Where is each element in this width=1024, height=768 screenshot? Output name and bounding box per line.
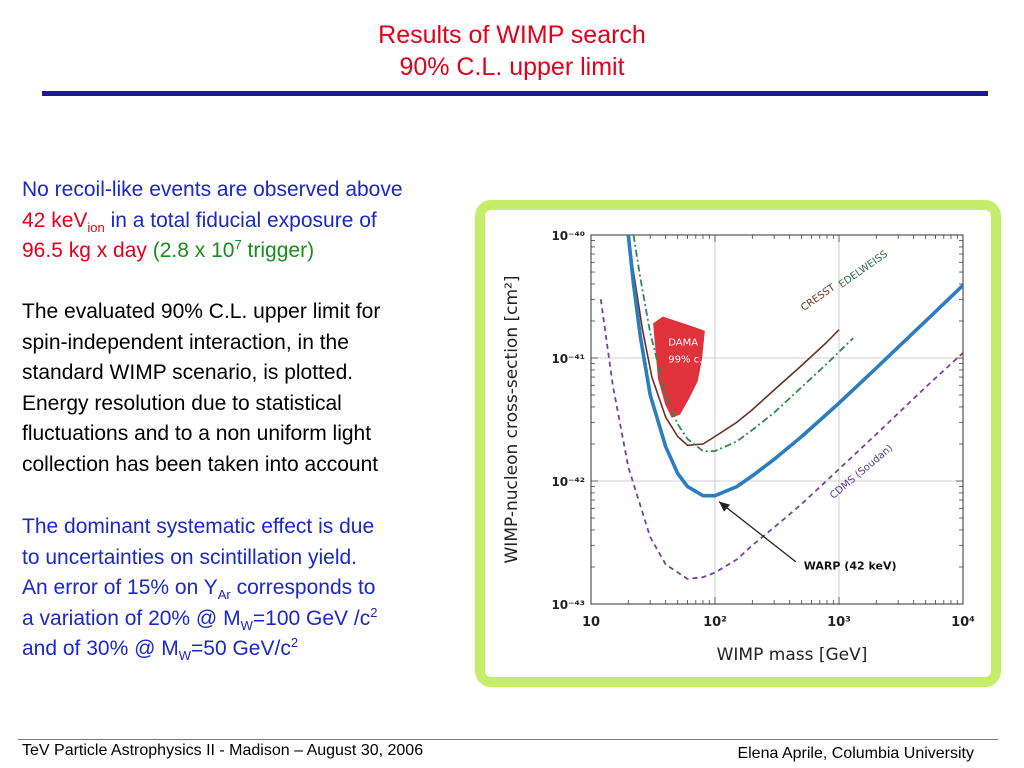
limit-line: collection has been taken into account — [22, 452, 379, 476]
mass-value: =50 GeV/c — [191, 637, 291, 660]
mass-text: a variation of 20% @ M — [22, 606, 241, 630]
mass-subscript: W — [240, 617, 253, 633]
summary-paragraph: No recoil-like events are observed above… — [22, 175, 403, 267]
summary-line-3: 96.5 kg x day (2.8 x 107 trigger) — [22, 236, 403, 267]
series-line-edelweiss — [632, 235, 854, 452]
warp-arrow-head — [719, 501, 730, 512]
warp-arrow-line — [718, 501, 797, 563]
chart-annotation: DAMA — [668, 338, 698, 349]
systematics-line: An error of 15% on YAr corresponds to — [22, 573, 377, 604]
trigger-text-end: trigger) — [241, 239, 315, 262]
footer-divider — [18, 739, 998, 740]
limit-line: The evaluated 90% C.L. upper limit for — [22, 300, 381, 323]
summary-line-1: No recoil-like events are observed above — [22, 178, 403, 201]
x-tick-label: 10 — [582, 615, 600, 630]
limit-line: spin-independent interaction, in the — [22, 330, 349, 354]
x-tick-label: 10³ — [827, 615, 851, 630]
threshold-subscript: ion — [87, 219, 105, 235]
y-tick-label: 10⁻⁴⁰ — [551, 229, 585, 243]
y-tick-label: 10⁻⁴² — [551, 475, 585, 489]
chart-annotation: 99% c.l. — [668, 354, 708, 365]
x-axis-title: WIMP mass [GeV] — [717, 645, 868, 665]
y-tick-label: 10⁻⁴³ — [551, 598, 585, 612]
mass-subscript: W — [178, 648, 192, 664]
chart-annotation: EDELWEISS — [837, 249, 890, 291]
chart-frame — [475, 200, 1001, 687]
series-line-cresst — [627, 235, 840, 447]
series-line-warp-42-kev — [626, 235, 963, 498]
title-divider — [42, 91, 988, 96]
limit-line: fluctuations and to a non uniform light — [22, 422, 372, 445]
summary-line-2: 42 keVion in a total fiducial exposure o… — [22, 206, 403, 237]
yield-text-end: corresponds to — [230, 576, 376, 599]
systematics-line: a variation of 20% @ MW=100 GeV /c2 — [22, 604, 377, 635]
plot-border — [590, 234, 964, 605]
x-tick-label: 10² — [703, 615, 727, 630]
exposure-value: 96.5 kg x day — [22, 239, 147, 262]
mass-exponent: 2 — [370, 604, 378, 620]
yield-text: An error of 15% on Y — [22, 576, 218, 599]
systematics-line: to uncertainties on scintillation yield. — [22, 545, 358, 569]
slide-subtitle: 90% C.L. upper limit — [399, 53, 625, 81]
slide-title: Results of WIMP search — [378, 21, 646, 49]
exposure-text: in a total fiducial exposure of — [104, 208, 377, 232]
dama-region — [653, 316, 705, 418]
trigger-text: (2.8 x 10 — [146, 239, 235, 262]
yield-subscript: Ar — [217, 587, 231, 603]
mass-text: and of 30% @ M — [22, 637, 179, 660]
x-tick-label: 10⁴ — [951, 615, 975, 630]
mass-exponent: 2 — [290, 635, 299, 650]
y-tick-label: 10⁻⁴¹ — [551, 352, 585, 366]
limit-line: Energy resolution due to statistical — [22, 391, 342, 415]
trigger-exponent: 7 — [234, 237, 242, 252]
chart-annotation: CDMS (Soudan) — [828, 443, 895, 502]
chart-annotation: CRESST — [799, 282, 838, 314]
series-line-cdms-soudan — [599, 299, 963, 580]
y-axis-title: WIMP-nucleon cross-section [cm²] — [502, 276, 522, 564]
systematics-line: The dominant systematic effect is due — [22, 515, 375, 538]
threshold-value: 42 keV — [22, 208, 88, 232]
mass-value: =100 GeV /c — [252, 606, 371, 630]
footer-author: Elena Aprile, Columbia University — [737, 745, 974, 762]
footer-conference: TeV Particle Astrophysics II - Madison –… — [22, 742, 424, 759]
systematics-line: and of 30% @ MW=50 GeV/c2 — [22, 634, 377, 665]
limit-paragraph: The evaluated 90% C.L. upper limit for s… — [22, 297, 380, 480]
chart-annotation: WARP (42 keV) — [804, 560, 897, 573]
systematics-paragraph: The dominant systematic effect is due to… — [22, 512, 377, 665]
limit-line: standard WIMP scenario, is plotted. — [22, 361, 354, 384]
